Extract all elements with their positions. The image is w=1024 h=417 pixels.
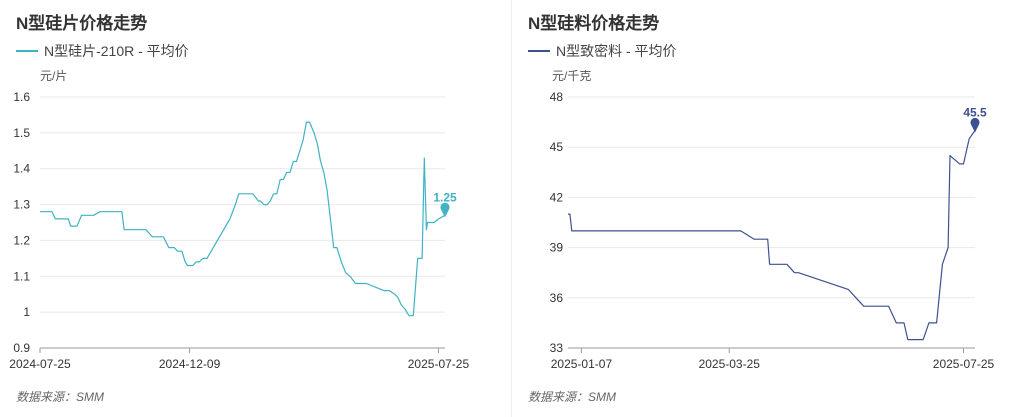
- y-tick-label: 1.2: [13, 233, 30, 247]
- legend-swatch: [16, 50, 38, 52]
- chart-title: N型硅片价格走势: [16, 14, 148, 33]
- y-axis-unit: 元/千克: [552, 69, 592, 83]
- data-source: 数据来源：SMM: [16, 390, 104, 404]
- y-tick-label: 1.5: [13, 126, 30, 140]
- polysilicon-price-chart: 48 45 42 39 36 33 2025-01-07 2025-03-25 2025-07-…: [550, 90, 995, 371]
- latest-value-label: 45.5: [963, 105, 987, 119]
- latest-point-marker: [970, 117, 980, 133]
- chart-panel-wafer: N型硅片价格走势 N型硅片-210R - 平均价 元/片 1.6 1.5 1.4 1.…: [9, 0, 512, 417]
- y-tick-label: 1.1: [13, 269, 30, 283]
- y-tick-label: 33: [550, 341, 564, 355]
- y-tick-label: 36: [550, 291, 564, 305]
- x-tick-label: 2025-07-25: [933, 357, 995, 371]
- y-axis-unit: 元/片: [40, 69, 68, 83]
- y-tick-label: 45: [550, 140, 564, 154]
- y-tick-label: 1.4: [13, 162, 30, 176]
- latest-value-label: 1.25: [433, 190, 457, 204]
- legend-label: N型硅片-210R - 平均价: [44, 43, 189, 59]
- y-tick-label: 1.3: [13, 198, 30, 212]
- legend[interactable]: N型致密料 - 平均价: [528, 41, 677, 61]
- series-line: [568, 130, 976, 341]
- y-tick-label: 0.9: [13, 341, 30, 355]
- latest-point-marker: [440, 202, 450, 218]
- y-tick-label: 42: [550, 190, 564, 204]
- x-tick-label: 2025-03-25: [699, 357, 761, 371]
- x-tick-label: 2024-12-09: [159, 357, 221, 371]
- chart-title: N型硅料价格走势: [528, 14, 660, 33]
- legend[interactable]: N型硅片-210R - 平均价: [16, 41, 189, 61]
- y-tick-label: 1: [23, 305, 30, 319]
- y-tick-label: 48: [550, 90, 564, 104]
- x-tick-label: 2024-07-25: [9, 357, 71, 371]
- chart-panel-polysilicon: N型硅料价格走势 N型致密料 - 平均价 元/千克 48 45 42 39 36 33 20…: [512, 0, 1024, 417]
- x-tick-label: 2025-01-07: [551, 357, 613, 371]
- legend-label: N型致密料 - 平均价: [556, 43, 677, 59]
- data-source: 数据来源：SMM: [528, 390, 616, 404]
- y-tick-label: 1.6: [13, 90, 30, 104]
- wafer-price-chart: 1.6 1.5 1.4 1.3 1.2 1.1 1 0.9 2024-07-25 2024-12-…: [9, 90, 470, 371]
- y-tick-label: 39: [550, 241, 564, 255]
- series-line: [40, 121, 446, 317]
- legend-swatch: [528, 50, 550, 52]
- x-tick-label: 2025-07-25: [408, 357, 470, 371]
